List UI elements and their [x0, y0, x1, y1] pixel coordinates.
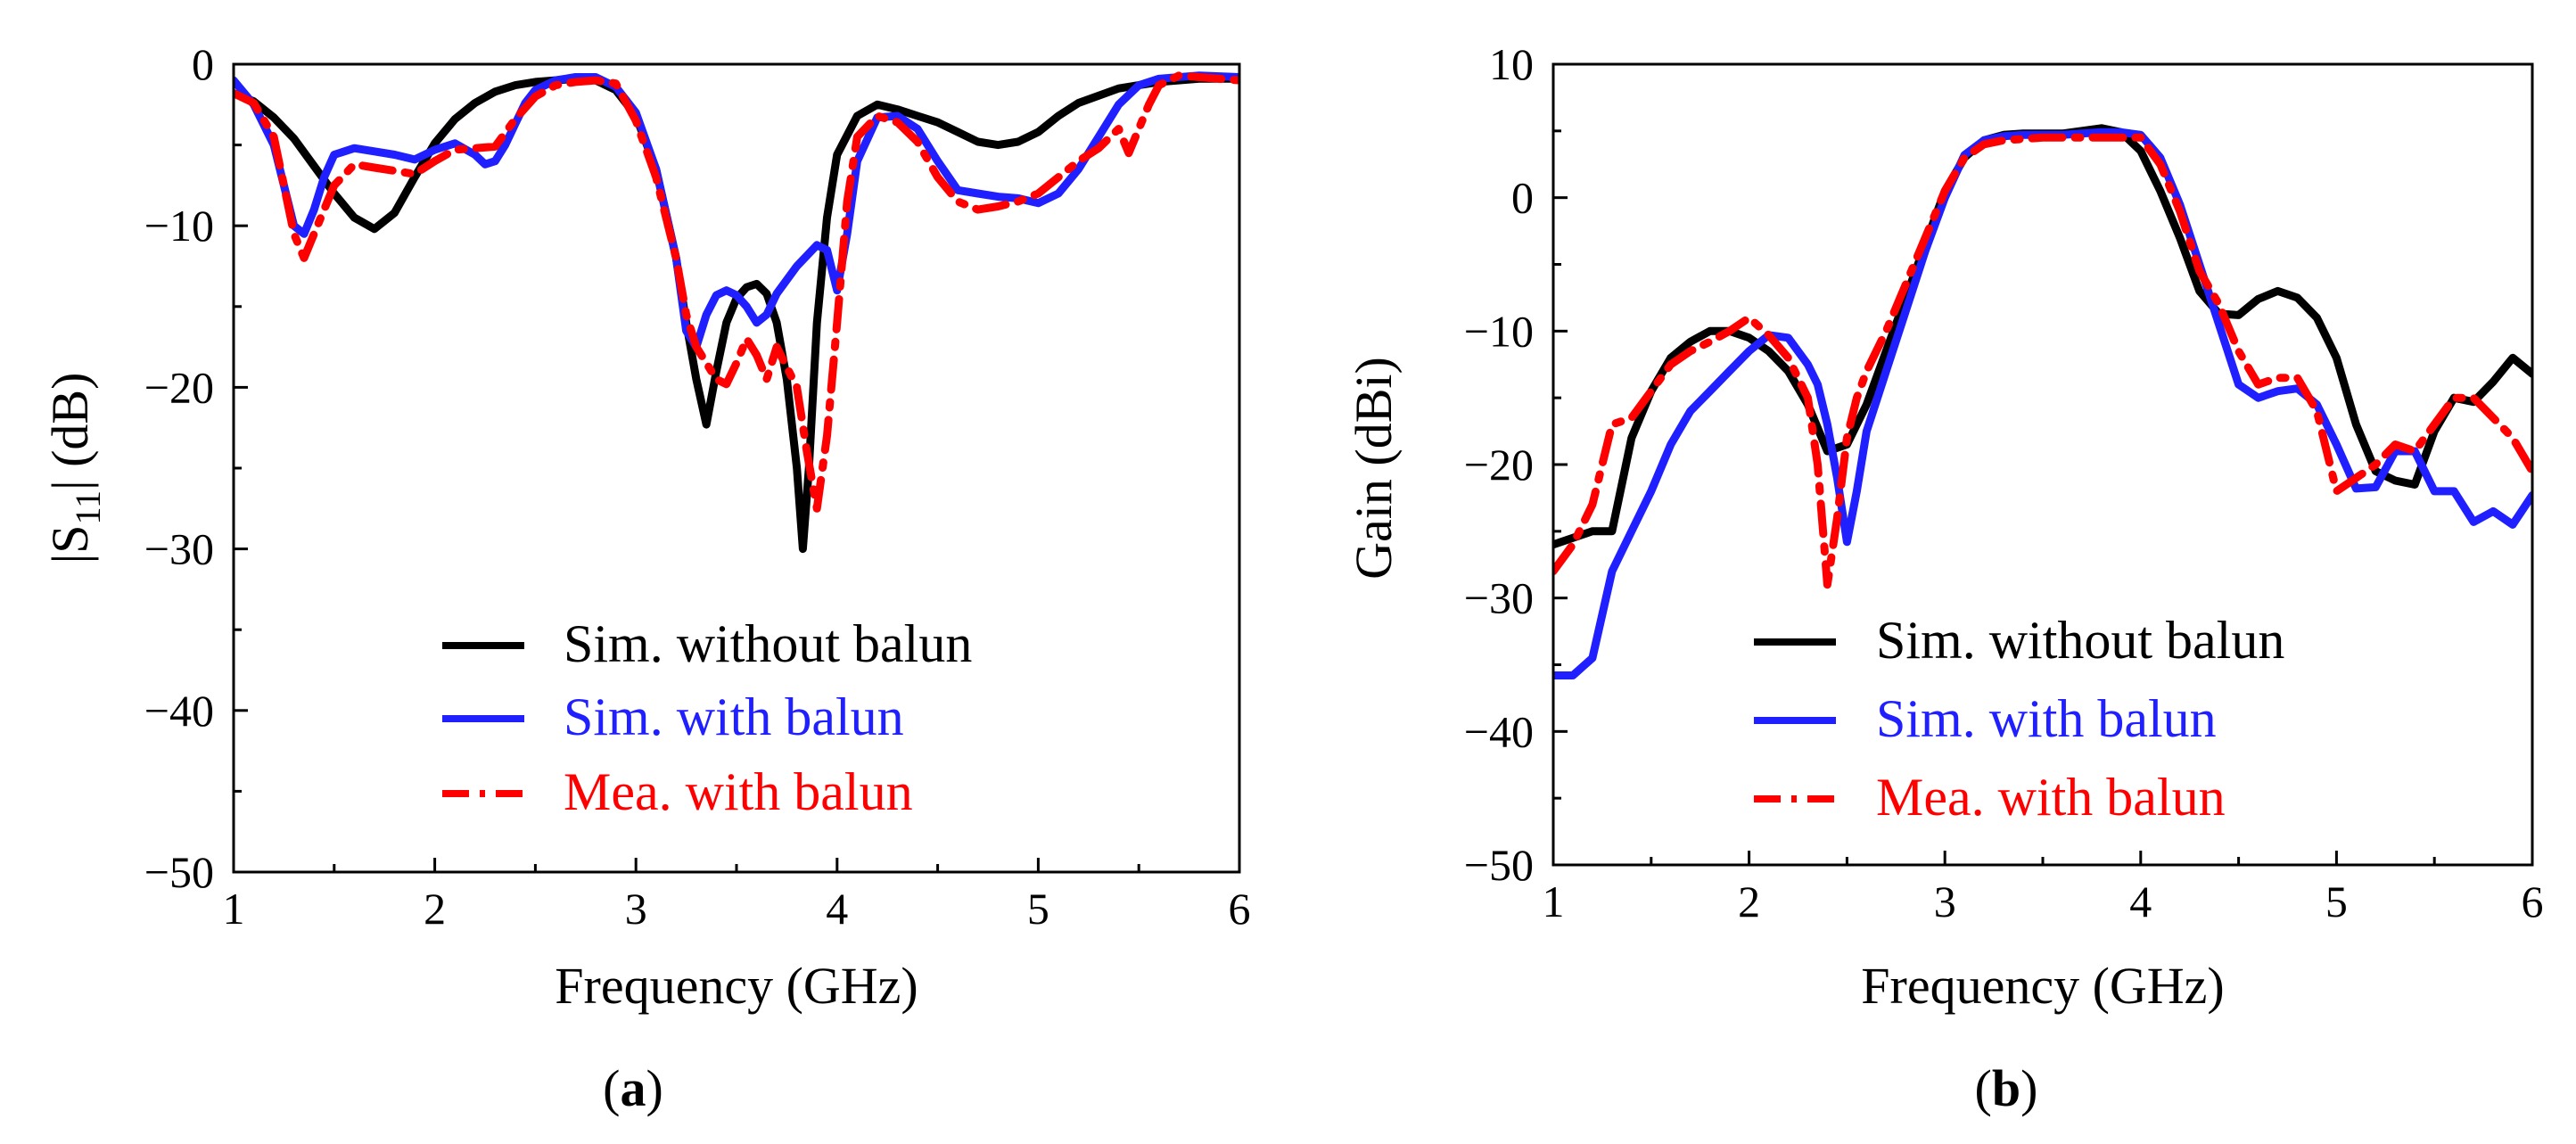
panel-b-legend: Sim. without balun Sim. with balun Mea. wi…	[1754, 611, 2284, 827]
x-tick-label: 6	[2522, 877, 2544, 926]
panel-a-legend: Sim. without balun Sim. with balun Mea. wi…	[442, 614, 972, 821]
y-tick-label: −30	[144, 524, 214, 574]
panel-b-y-axis-title: Gain (dBi)	[1345, 357, 1403, 580]
panel-b-ticks: 1 2 3 4 5 6 −50 −40 −30 −20 −10 0 10	[1464, 39, 2544, 926]
y-tick-label: −10	[144, 201, 214, 251]
x-tick-label: 1	[1543, 877, 1565, 926]
panel-b-caption: (b)	[1975, 1059, 2038, 1117]
panel-b-x-axis-title: Frequency (GHz)	[1861, 957, 2224, 1015]
y-tick-label: 0	[192, 39, 214, 89]
y-tick-label: 10	[1489, 39, 1534, 89]
y-tick-label: −50	[1464, 840, 1534, 890]
panel-b-series	[1553, 124, 2532, 679]
panel-b-gain-chart: 1 2 3 4 5 6 −50 −40 −30 −20 −10 0 10 Frequency (GHz)…	[1345, 39, 2544, 1117]
y-tick-label: −40	[1464, 706, 1534, 756]
x-tick-label: 3	[625, 884, 647, 934]
x-tick-label: 4	[2129, 877, 2152, 926]
series-line-sim-with-balun	[234, 71, 1239, 351]
x-tick-label: 5	[1027, 884, 1049, 934]
series-line-sim-with-balun	[1553, 128, 2532, 679]
panel-a-plot-frame	[232, 62, 1241, 874]
x-tick-label: 2	[424, 884, 446, 934]
y-tick-label: −50	[144, 847, 214, 897]
panel-a-y-axis-title: |S11| (dB)	[41, 373, 108, 564]
series-line-mea-with-balun	[1553, 133, 2532, 589]
legend-label: Mea. with balun	[1876, 768, 2226, 827]
panel-a-series	[234, 71, 1239, 554]
x-tick-label: 5	[2325, 877, 2348, 926]
panel-a-x-axis-title: Frequency (GHz)	[555, 957, 918, 1015]
series-line-sim-without-balun	[1553, 124, 2532, 549]
series-line-mea-with-balun	[234, 71, 1239, 513]
x-tick-label: 2	[1738, 877, 1760, 926]
x-tick-label: 4	[826, 884, 848, 934]
legend-label: Sim. with balun	[1876, 689, 2217, 748]
x-tick-label: 1	[223, 884, 245, 934]
x-tick-label: 6	[1229, 884, 1251, 934]
panel-a-ticks: 1 2 3 4 5 6 −50 −40 −30 −20 −10 0	[144, 39, 1251, 934]
y-tick-label: −30	[1464, 573, 1534, 623]
y-tick-label: −20	[144, 362, 214, 412]
y-tick-label: −10	[1464, 306, 1534, 356]
y-tick-label: −20	[1464, 440, 1534, 490]
x-tick-label: 3	[1934, 877, 1956, 926]
legend-label: Mea. with balun	[564, 762, 913, 821]
panel-a-s11-chart: 1 2 3 4 5 6 −50 −40 −30 −20 −10 0 Frequency (GHz) |…	[41, 39, 1251, 1117]
legend-label: Sim. without balun	[1876, 611, 2284, 670]
panel-a-caption: (a)	[603, 1059, 663, 1117]
y-tick-label: 0	[1511, 173, 1534, 223]
y-tick-label: −40	[144, 686, 214, 736]
legend-label: Sim. with balun	[564, 687, 904, 746]
legend-label: Sim. without balun	[564, 614, 972, 673]
